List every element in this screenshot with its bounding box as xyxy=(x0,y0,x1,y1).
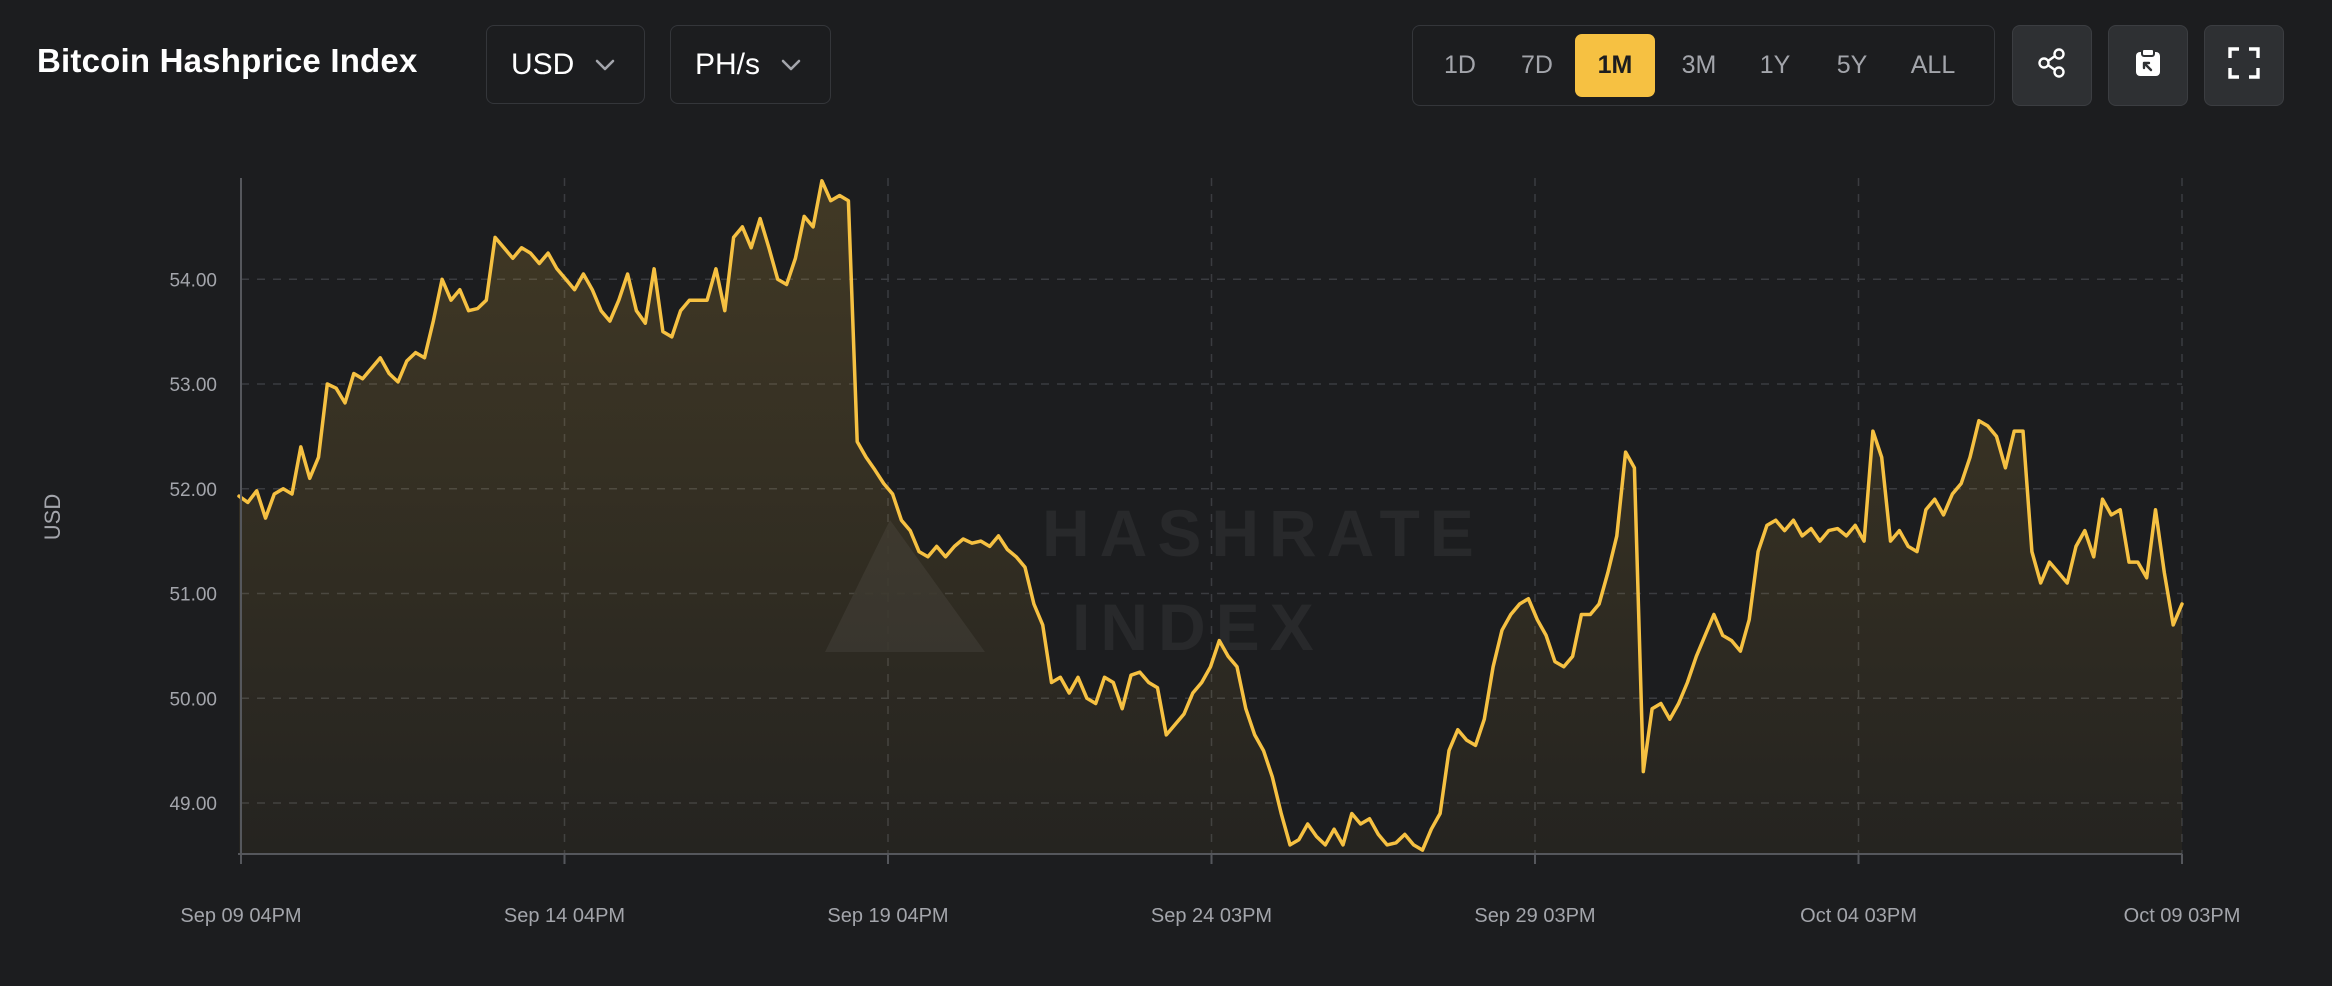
x-tick-label: Oct 09 03PM xyxy=(2124,905,2241,927)
range-button-7d[interactable]: 7D xyxy=(1521,51,1553,79)
time-range-selector: 1D 7D 1M 3M 1Y 5Y ALL xyxy=(1412,25,1995,106)
x-tick-label: Oct 04 03PM xyxy=(1800,905,1917,927)
currency-dropdown[interactable]: USD xyxy=(486,25,645,104)
x-tick-label: Sep 24 03PM xyxy=(1151,905,1272,927)
y-tick-label: 52.00 xyxy=(169,480,217,501)
watermark-line2: INDEX xyxy=(1072,590,1324,664)
y-tick-label: 50.00 xyxy=(169,689,217,710)
y-tick-label: 53.00 xyxy=(169,375,217,396)
series-line xyxy=(237,179,2184,852)
share-icon xyxy=(2035,46,2069,85)
range-button-all[interactable]: ALL xyxy=(1910,51,1956,79)
chevron-down-icon xyxy=(780,58,802,72)
unit-dropdown-value: PH/s xyxy=(695,47,761,81)
page-title: Bitcoin Hashprice Index xyxy=(37,42,418,79)
x-tick-label: Sep 29 03PM xyxy=(1474,905,1595,927)
currency-dropdown-value: USD xyxy=(511,47,575,81)
range-button-1d[interactable]: 1D xyxy=(1444,51,1476,79)
chart-axes: 54.00 53.00 52.00 51.00 50.00 49.00 Sep 09 04P… xyxy=(169,178,2240,927)
x-tick-label: Sep 14 04PM xyxy=(504,905,625,927)
fullscreen-button[interactable] xyxy=(2204,25,2284,106)
fullscreen-icon xyxy=(2227,46,2261,85)
y-tick-label: 51.00 xyxy=(169,585,217,606)
range-button-1m[interactable]: 1M xyxy=(1575,34,1655,97)
series-area-fill xyxy=(239,180,2182,855)
unit-dropdown[interactable]: PH/s xyxy=(670,25,831,104)
chevron-down-icon xyxy=(594,58,616,72)
x-tick-label: Sep 19 04PM xyxy=(827,905,948,927)
range-button-1y[interactable]: 1Y xyxy=(1759,51,1791,79)
y-tick-label: 54.00 xyxy=(169,270,217,291)
y-tick-label: 49.00 xyxy=(169,794,217,815)
range-button-5y[interactable]: 5Y xyxy=(1836,51,1868,79)
y-axis-label: USD xyxy=(40,494,65,540)
clipboard-icon xyxy=(2131,46,2165,85)
range-button-3m[interactable]: 3M xyxy=(1681,51,1717,79)
watermark-line1: HASHRATE xyxy=(1042,496,1484,570)
x-tick-label: Sep 09 04PM xyxy=(180,905,301,927)
share-button[interactable] xyxy=(2012,25,2092,106)
clipboard-button[interactable] xyxy=(2108,25,2188,106)
